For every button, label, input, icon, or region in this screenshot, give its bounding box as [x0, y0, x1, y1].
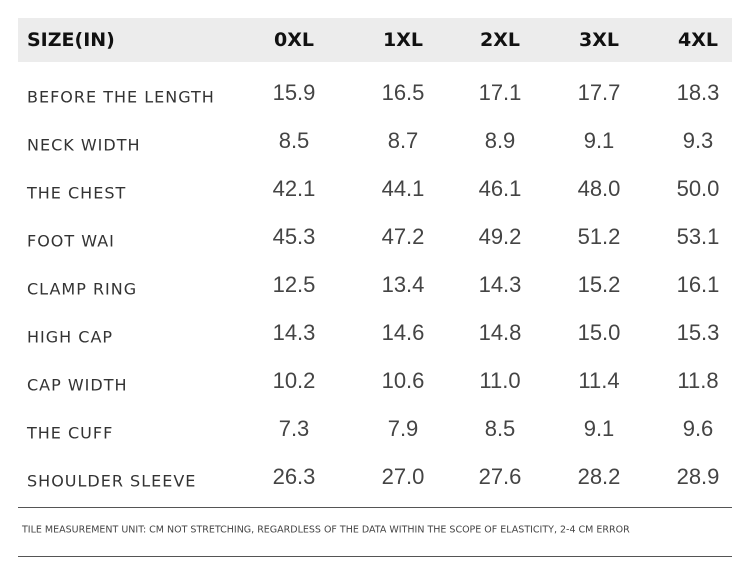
cell-value: 11.8 [677, 368, 719, 393]
cell-value: 18.3 [676, 80, 720, 105]
cell-value: 9.1 [583, 128, 615, 153]
cell-value: 11.0 [479, 368, 521, 393]
cell-value: 17.1 [478, 80, 522, 105]
cell-value: 14.3 [272, 320, 316, 345]
cell-value: 48.0 [577, 176, 621, 201]
cell-value: 53.1 [676, 224, 720, 249]
cell-value: 47.2 [381, 224, 425, 249]
cell-value: 42.1 [272, 176, 316, 201]
cell-value: 50.0 [676, 176, 720, 201]
cell-value: 9.3 [682, 128, 714, 153]
cell-value: 9.6 [682, 416, 714, 441]
row-label: NECK WIDTH [27, 135, 141, 155]
cell-value: 7.9 [387, 416, 419, 441]
row-label: SHOULDER SLEEVE [27, 471, 197, 491]
cell-value: 14.6 [381, 320, 425, 345]
row-label: CAP WIDTH [27, 375, 128, 395]
header-cell: 3XL [579, 29, 619, 51]
cell-value: 11.4 [578, 368, 620, 393]
header-cell: 4XL [678, 29, 718, 51]
cell-value: 14.8 [478, 320, 522, 345]
cell-value: 15.0 [577, 320, 621, 345]
row-label: THE CHEST [27, 183, 127, 203]
cell-value: 10.2 [272, 368, 316, 393]
cell-value: 9.1 [583, 416, 615, 441]
cell-value: 17.7 [577, 80, 621, 105]
cell-value: 44.1 [381, 176, 425, 201]
cell-value: 8.9 [484, 128, 516, 153]
cell-value: 16.1 [676, 272, 720, 297]
cell-value: 8.5 [484, 416, 516, 441]
footnote: TILE MEASUREMENT UNIT: CM NOT STRETCHING… [22, 524, 630, 536]
cell-value: 28.2 [577, 464, 621, 489]
cell-value: 28.9 [676, 464, 720, 489]
cell-value: 7.3 [278, 416, 310, 441]
cell-value: 8.5 [278, 128, 310, 153]
cell-value: 45.3 [272, 224, 316, 249]
cell-value: 10.6 [381, 368, 425, 393]
cell-value: 15.9 [272, 80, 316, 105]
cell-value: 13.4 [381, 272, 425, 297]
row-label: HIGH CAP [27, 327, 114, 347]
cell-value: 14.3 [478, 272, 522, 297]
cell-value: 26.3 [272, 464, 316, 489]
divider [18, 507, 732, 508]
header-cell: 0XL [274, 29, 314, 51]
row-label: THE CUFF [27, 423, 114, 443]
row-label: BEFORE THE LENGTH [27, 87, 215, 107]
cell-value: 15.2 [577, 272, 621, 297]
cell-value: 46.1 [478, 176, 522, 201]
cell-value: 27.6 [478, 464, 522, 489]
row-label: CLAMP RING [27, 279, 138, 299]
cell-value: 15.3 [676, 320, 720, 345]
cell-value: 8.7 [387, 128, 419, 153]
header-cell: 2XL [480, 29, 520, 51]
cell-value: 12.5 [272, 272, 316, 297]
row-label: FOOT WAI [27, 231, 115, 251]
header-cell: 1XL [383, 29, 423, 51]
cell-value: 51.2 [577, 224, 621, 249]
cell-value: 27.0 [381, 464, 425, 489]
cell-value: 16.5 [381, 80, 425, 105]
divider [18, 556, 732, 557]
cell-value: 49.2 [478, 224, 522, 249]
header-cell: SIZE(IN) [27, 29, 115, 51]
header-band [18, 18, 732, 62]
